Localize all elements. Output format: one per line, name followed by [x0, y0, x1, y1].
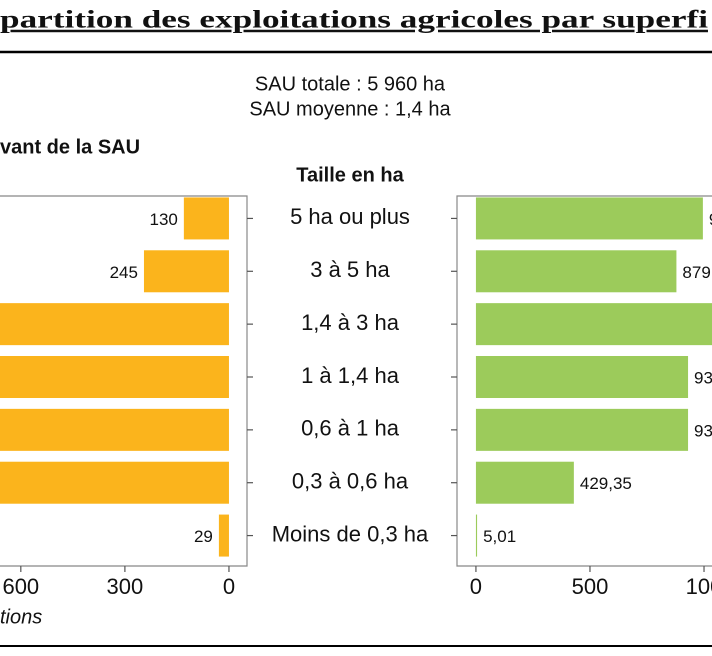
value-label: 93	[694, 421, 712, 440]
value-label: 5,01	[483, 527, 516, 546]
bar	[475, 303, 712, 346]
panel-title: vant de la SAU	[0, 136, 140, 158]
bar	[475, 514, 478, 557]
subtitle: SAU totale : 5 960 ha	[255, 73, 446, 95]
bar	[0, 408, 229, 451]
x-tick-label: 500	[572, 574, 609, 599]
category-label: 5 ha ou plus	[290, 204, 410, 229]
bar	[0, 303, 229, 346]
bar	[183, 197, 229, 240]
x-tick-label: 100	[686, 574, 712, 599]
category-label: 0,3 à 0,6 ha	[292, 469, 409, 494]
bar	[475, 356, 689, 398]
bar	[475, 408, 689, 451]
x-tick-label: 300	[107, 574, 144, 599]
subtitle: SAU moyenne : 1,4 ha	[249, 98, 451, 120]
category-title: Taille en ha	[296, 164, 404, 186]
category-label: 0,6 à 1 ha	[301, 416, 400, 441]
bar	[475, 461, 574, 504]
bar	[0, 356, 229, 398]
x-tick-label: 0	[470, 574, 482, 599]
left-frame	[0, 195, 248, 567]
category-label: 1 à 1,4 ha	[301, 363, 400, 388]
value-label: 429,35	[580, 474, 632, 493]
value-label: 879	[682, 263, 710, 282]
bar	[143, 250, 229, 293]
category-label: Moins de 0,3 ha	[272, 521, 429, 546]
bar	[475, 197, 703, 240]
x-tick-label: 600	[2, 574, 39, 599]
value-label: 9	[709, 210, 712, 229]
axis-label: tions	[0, 606, 42, 628]
x-tick-label: 0	[223, 574, 235, 599]
right-frame	[456, 195, 712, 567]
bar	[475, 250, 677, 293]
bar	[218, 514, 229, 557]
bar	[0, 461, 229, 504]
value-label: 245	[110, 263, 138, 282]
category-label: 1,4 à 3 ha	[301, 310, 400, 335]
value-label: 29	[194, 527, 213, 546]
value-label: 130	[149, 210, 177, 229]
value-label: 93	[694, 368, 712, 387]
category-label: 3 à 5 ha	[310, 257, 390, 282]
page-title: partition des exploitations agricoles pa…	[0, 7, 708, 34]
